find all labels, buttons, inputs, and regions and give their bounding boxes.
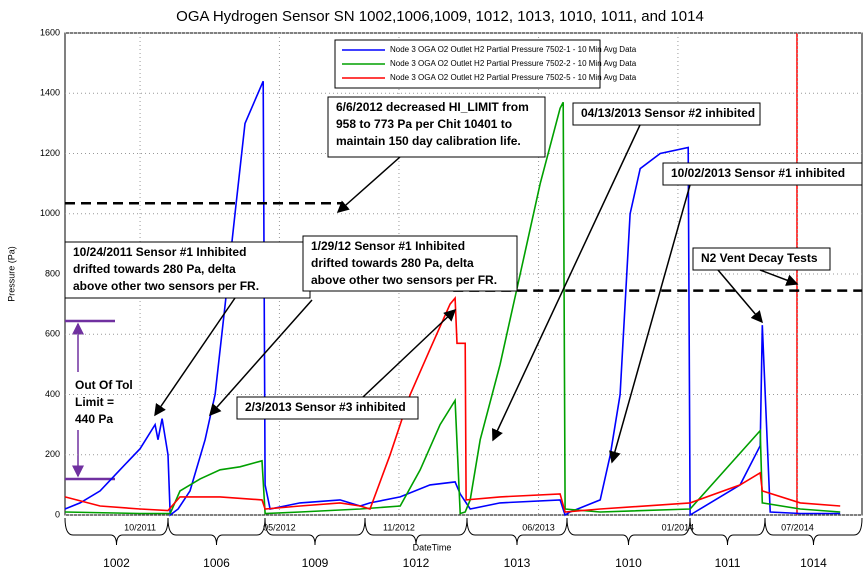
annotation-box	[572, 102, 761, 126]
sensor-label: 1006	[203, 556, 230, 570]
annotation-text: 04/13/2013 Sensor #2 inhibited	[581, 106, 755, 120]
y-tick-label: 1600	[40, 27, 60, 37]
y-tick-label: 1400	[40, 88, 60, 98]
sensor-label: 1013	[504, 556, 531, 570]
annotation-box	[302, 235, 518, 292]
annotation-text: 10/24/2011 Sensor #1 Inhibited	[73, 245, 246, 259]
sensor-brace	[466, 517, 568, 546]
series-line	[64, 101, 841, 515]
sensor-brace	[764, 517, 863, 546]
annotation-arrow	[609, 184, 691, 464]
y-tick-label: 400	[45, 389, 60, 399]
annotation-arrow	[759, 269, 799, 286]
annotation-arrow	[336, 156, 401, 213]
y-tick-label: 200	[45, 449, 60, 459]
sensor-label: 1014	[800, 556, 827, 570]
annotation-text: 440 Pa	[75, 412, 113, 426]
sensor-brace	[364, 517, 468, 546]
x-tick-label: 05/2012	[263, 522, 296, 532]
legend-label: Node 3 OGA O2 Outlet H2 Partial Pressure…	[390, 73, 637, 82]
sensor-label: 1010	[615, 556, 642, 570]
annotation-arrow	[492, 124, 641, 442]
chart-title: OGA Hydrogen Sensor SN 1002,1006,1009, 1…	[176, 8, 704, 25]
y-tick-label: 600	[45, 329, 60, 339]
annotation-text: above other two sensors per FR.	[73, 279, 259, 293]
annotation-text: 958 to 773 Pa per Chit 10401 to	[336, 117, 512, 131]
sensor-brace	[264, 517, 366, 546]
sensor-brace	[689, 517, 766, 546]
y-axis-label: Pressure (Pa)	[6, 246, 16, 302]
y-tick-label: 1200	[40, 148, 60, 158]
annotation-text: N2 Vent Decay Tests	[701, 251, 818, 265]
annotation-text: Limit =	[75, 395, 114, 409]
annotation-arrow	[209, 299, 313, 417]
annotation-arrow	[154, 297, 236, 417]
annotation-box	[662, 162, 863, 186]
x-tick-label: 07/2014	[781, 522, 814, 532]
y-tick-label: 1000	[40, 208, 60, 218]
annotation-text: maintain 150 day calibration life.	[336, 134, 521, 148]
x-tick-label: 11/2012	[383, 522, 415, 532]
x-axis-label: DateTime	[413, 542, 452, 552]
legend-label: Node 3 OGA O2 Outlet H2 Partial Pressure…	[390, 45, 637, 54]
sensor-label: 1009	[302, 556, 329, 570]
annotation-text: 1/29/12 Sensor #1 Inhibited	[311, 239, 465, 253]
sensor-brace	[167, 517, 266, 546]
x-tick-label: 06/2013	[522, 522, 555, 532]
sensor-label: 1012	[403, 556, 430, 570]
legend-label: Node 3 OGA O2 Outlet H2 Partial Pressure…	[390, 59, 637, 68]
sensor-label: 1011	[715, 556, 741, 570]
sensor-brace	[566, 517, 691, 546]
tolerance-bracket	[65, 319, 115, 481]
annotation-text: 2/3/2013 Sensor #3 inhibited	[245, 400, 406, 414]
annotation-box	[236, 396, 419, 420]
annotation-text: above other two sensors per FR.	[311, 273, 497, 287]
annotation-text: 6/6/2012 decreased HI_LIMIT from	[336, 100, 529, 114]
x-tick-label: 10/2011	[124, 522, 156, 532]
annotation-box	[327, 96, 546, 158]
annotation-text: 10/02/2013 Sensor #1 inhibited	[671, 166, 845, 180]
annotation-text: Out Of Tol	[75, 378, 133, 392]
annotation-text: drifted towards 280 Pa, delta	[311, 256, 474, 270]
x-tick-label: 01/2014	[662, 522, 695, 532]
annotation-arrow	[362, 308, 457, 398]
series-line	[64, 80, 841, 517]
y-tick-label: 800	[45, 268, 60, 278]
y-tick-label: 0	[55, 509, 60, 519]
series-line	[64, 295, 841, 513]
sensor-brace	[64, 517, 169, 546]
annotation-text: drifted towards 280 Pa, delta	[73, 262, 236, 276]
annotation-arrow	[717, 269, 763, 324]
sensor-label: 1002	[103, 556, 130, 570]
